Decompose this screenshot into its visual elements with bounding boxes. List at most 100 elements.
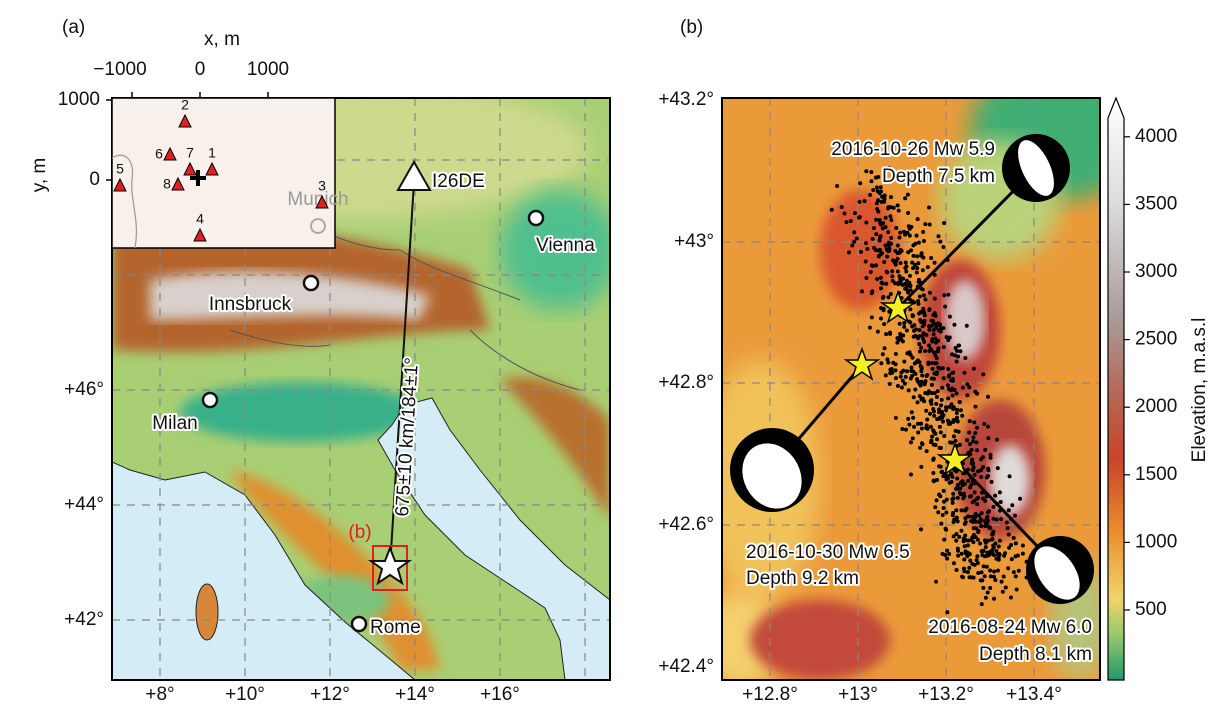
aftershock — [979, 457, 984, 462]
map-a — [112, 98, 610, 680]
aftershock — [951, 370, 956, 375]
aftershock — [898, 331, 903, 336]
aftershock — [890, 269, 895, 274]
aftershock — [893, 368, 898, 373]
aftershock — [839, 204, 844, 209]
aftershock — [934, 394, 939, 399]
aftershock — [899, 248, 904, 253]
city-label: Munich — [287, 189, 348, 210]
aftershock — [916, 261, 921, 266]
map-b-frame — [721, 97, 1101, 681]
aftershock — [985, 514, 990, 519]
aftershock — [910, 260, 915, 265]
aftershock — [918, 310, 923, 315]
aftershock — [934, 498, 939, 503]
aftershock — [903, 281, 908, 286]
aftershock — [937, 464, 942, 469]
aftershock — [947, 335, 952, 340]
aftershock — [886, 295, 891, 300]
aftershock — [927, 308, 932, 313]
aftershock — [864, 169, 869, 174]
aftershock — [876, 254, 881, 259]
aftershock — [973, 404, 978, 409]
aftershock — [976, 570, 981, 575]
aftershock — [870, 236, 875, 241]
aftershock — [1000, 589, 1005, 594]
aftershock — [942, 537, 947, 542]
aftershock — [966, 570, 971, 575]
aftershock — [955, 519, 960, 524]
aftershock — [949, 352, 954, 357]
aftershock — [978, 541, 983, 546]
aftershock — [907, 226, 912, 231]
aftershock — [895, 203, 900, 208]
aftershock — [983, 595, 988, 600]
aftershock — [972, 420, 977, 425]
lat-tick: +44° — [64, 494, 104, 515]
event-title: 2016-10-26 Mw 5.9 — [831, 139, 995, 160]
station-marker — [178, 113, 192, 128]
aftershock — [955, 419, 960, 424]
aftershock — [948, 388, 953, 393]
aftershock — [848, 218, 853, 223]
aftershock — [915, 400, 920, 405]
aftershock — [868, 270, 873, 275]
aftershock — [969, 447, 974, 452]
aftershock — [967, 430, 972, 435]
aftershock — [886, 243, 891, 248]
aftershock — [864, 275, 869, 280]
aftershock — [1007, 545, 1012, 550]
aftershock — [878, 316, 883, 321]
aftershock — [957, 400, 962, 405]
aftershock — [937, 410, 942, 415]
aftershock — [857, 215, 862, 220]
aftershock — [882, 322, 887, 327]
aftershock — [911, 415, 916, 420]
aftershock — [891, 360, 896, 365]
aftershock — [842, 211, 847, 216]
aftershock — [955, 548, 960, 553]
aftershock — [1004, 520, 1009, 525]
aftershock — [921, 336, 926, 341]
aftershock — [835, 184, 840, 189]
aftershock — [915, 358, 920, 363]
station-label: 4 — [196, 211, 204, 227]
aftershock — [893, 281, 898, 286]
aftershock — [912, 424, 917, 429]
aftershock — [946, 292, 951, 297]
aftershock — [981, 465, 986, 470]
aftershock — [983, 447, 988, 452]
event-depth: Depth 9.2 km — [746, 568, 859, 589]
aftershock — [1011, 570, 1016, 575]
aftershock — [966, 514, 971, 519]
aftershock — [979, 524, 984, 529]
aftershock — [972, 562, 977, 567]
aftershock — [934, 401, 939, 406]
aftershock — [965, 438, 970, 443]
aftershock — [880, 226, 885, 231]
aftershock — [905, 192, 910, 197]
aftershock — [895, 269, 900, 274]
aftershock — [913, 327, 918, 332]
colorbar-tick-label: 3500 — [1135, 193, 1177, 214]
aftershock — [881, 221, 886, 226]
aftershock — [877, 238, 882, 243]
aftershock — [919, 345, 924, 350]
aftershock — [869, 179, 874, 184]
aftershock — [971, 435, 976, 440]
aftershock — [934, 478, 939, 483]
aftershock — [993, 578, 998, 583]
aftershock — [968, 558, 973, 563]
aftershock — [958, 349, 963, 354]
aftershock — [975, 537, 980, 542]
aftershock — [913, 241, 918, 246]
aftershock — [1010, 503, 1015, 508]
aftershock — [969, 537, 974, 542]
aftershock — [915, 217, 920, 222]
lon-tick: +14° — [395, 684, 435, 705]
aftershock — [967, 565, 972, 570]
aftershock — [986, 424, 991, 429]
aftershock — [931, 470, 936, 475]
aftershock — [941, 345, 946, 350]
aftershock — [968, 442, 973, 447]
